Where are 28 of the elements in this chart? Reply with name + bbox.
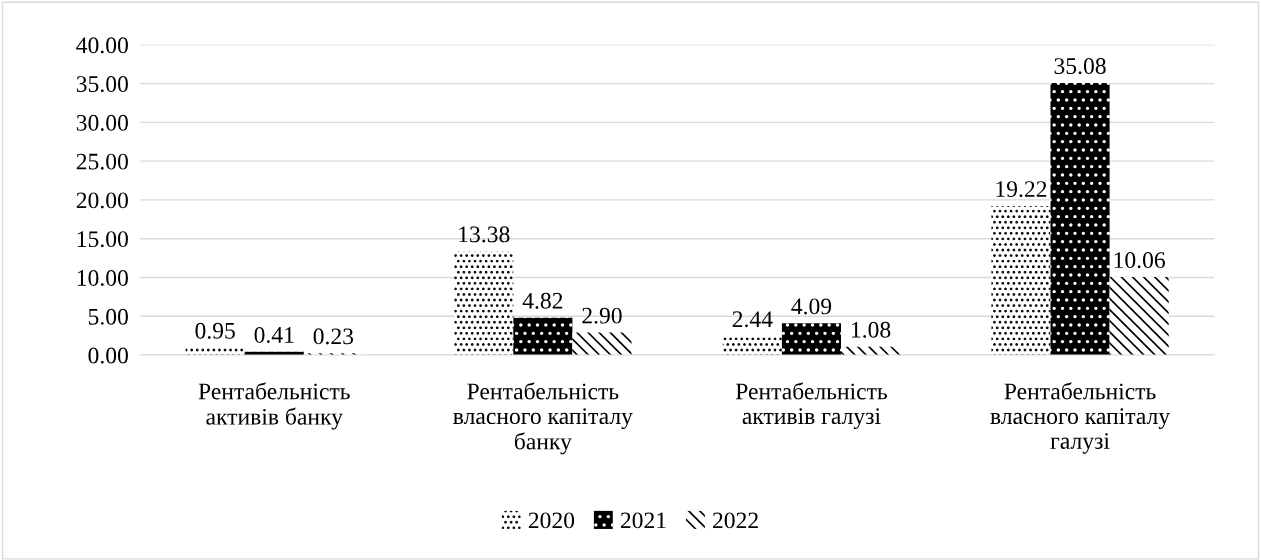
data-label: 0.23 (313, 328, 354, 345)
y-tick-label: 15.00 (77, 231, 128, 248)
x-tick-label: Рентабельність власного капіталу банку (453, 382, 633, 455)
y-tick-label: 30.00 (76, 114, 128, 131)
x-tick-label: Рентабельність активів галузі (735, 382, 887, 429)
legend-label: 2021 (620, 512, 666, 529)
data-label: 2.90 (582, 307, 622, 324)
y-tick-label: 35.00 (76, 76, 128, 93)
data-label: 19.22 (996, 181, 1047, 198)
y-tick-label: 10.00 (77, 269, 128, 287)
data-label: 0.95 (195, 322, 235, 339)
data-label: 13.38 (459, 226, 510, 243)
data-label: 2.44 (732, 311, 773, 328)
y-tick-label: 5.00 (88, 308, 128, 325)
data-label: 35.08 (1054, 58, 1106, 75)
x-tick-label: Рентабельність активів банку (198, 382, 350, 430)
y-tick-label: 20.00 (76, 192, 128, 209)
legend-label: 2020 (528, 512, 575, 529)
y-tick-label: 25.00 (76, 153, 128, 170)
x-tick-label: Рентабельність власного капіталу галузі (990, 382, 1171, 454)
legend-label: 2022 (712, 512, 758, 529)
data-label: 4.82 (522, 292, 563, 309)
data-label: 4.09 (791, 298, 832, 315)
data-label: 1.08 (851, 321, 891, 338)
y-tick-label: 40.00 (76, 37, 128, 54)
data-label: 0.41 (254, 326, 294, 343)
y-tick-label: 0.00 (88, 347, 128, 364)
data-label: 10.06 (1114, 252, 1165, 269)
